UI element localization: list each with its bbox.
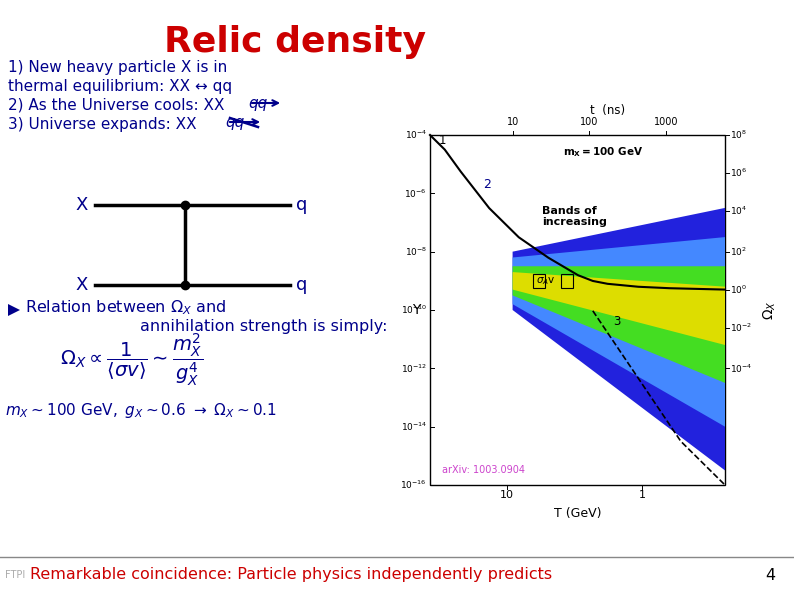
Text: 10: 10 xyxy=(507,117,518,127)
Text: qq: qq xyxy=(248,96,268,111)
Text: $\mathbf{m_X = 100\ GeV}$: $\mathbf{m_X = 100\ GeV}$ xyxy=(563,146,643,159)
Text: arXiv: 1003.0904: arXiv: 1003.0904 xyxy=(441,465,525,475)
Text: 3) Universe expands: XX: 3) Universe expands: XX xyxy=(8,117,197,132)
Text: 1000: 1000 xyxy=(653,117,678,127)
Text: $10^{0}$: $10^{0}$ xyxy=(730,283,747,296)
Text: annihilation strength is simply:: annihilation strength is simply: xyxy=(140,320,387,334)
Text: $10^{6}$: $10^{6}$ xyxy=(730,167,747,179)
Text: $10^{8}$: $10^{8}$ xyxy=(730,129,747,141)
Text: $10^{-14}$: $10^{-14}$ xyxy=(400,421,427,433)
Text: thermal equilibrium: XX ↔ qq: thermal equilibrium: XX ↔ qq xyxy=(8,79,232,94)
Bar xyxy=(534,274,545,288)
Text: 3: 3 xyxy=(613,315,620,328)
Text: 4: 4 xyxy=(765,568,775,583)
Text: X: X xyxy=(75,276,88,294)
Polygon shape xyxy=(513,272,725,345)
Text: qq: qq xyxy=(225,115,245,130)
Text: q: q xyxy=(296,276,307,294)
Text: $\Omega_X \propto \dfrac{1}{\langle\sigma v\rangle} \sim \dfrac{m_X^2}{g_X^4}$: $\Omega_X \propto \dfrac{1}{\langle\sigm… xyxy=(60,332,203,389)
Text: 1: 1 xyxy=(439,134,446,147)
Polygon shape xyxy=(513,208,725,471)
Bar xyxy=(561,274,573,288)
Text: 2: 2 xyxy=(483,177,491,190)
Text: T (GeV): T (GeV) xyxy=(553,507,601,520)
Polygon shape xyxy=(513,237,725,427)
Text: $10^{-16}$: $10^{-16}$ xyxy=(400,479,427,491)
Text: $10^{-4}$: $10^{-4}$ xyxy=(730,362,753,374)
Text: 10: 10 xyxy=(499,490,514,500)
Text: 2) As the Universe cools: XX: 2) As the Universe cools: XX xyxy=(8,98,225,113)
Text: X: X xyxy=(75,196,88,214)
Text: $10^{-10}$: $10^{-10}$ xyxy=(400,304,427,316)
Text: $m_X{\sim}100\ \mathrm{GeV},\ g_X{\sim}0.6\ \rightarrow\ \Omega_X \sim 0.1$: $m_X{\sim}100\ \mathrm{GeV},\ g_X{\sim}0… xyxy=(5,400,277,419)
Text: t  (ns): t (ns) xyxy=(590,104,625,117)
Text: Bands of
increasing: Bands of increasing xyxy=(542,206,607,227)
Text: Relation between $\Omega_X$ and: Relation between $\Omega_X$ and xyxy=(25,299,226,317)
Text: $\sigma_A$v: $\sigma_A$v xyxy=(536,275,556,287)
Text: 100: 100 xyxy=(580,117,599,127)
Text: $10^{-2}$: $10^{-2}$ xyxy=(730,321,752,334)
Text: $\Omega_X$: $\Omega_X$ xyxy=(761,300,778,320)
Text: $10^{-12}$: $10^{-12}$ xyxy=(401,362,427,374)
Text: $10^{-6}$: $10^{-6}$ xyxy=(404,187,427,199)
Text: $10^{-8}$: $10^{-8}$ xyxy=(405,246,427,258)
Text: $10^{-4}$: $10^{-4}$ xyxy=(404,129,427,141)
Text: $10^{2}$: $10^{2}$ xyxy=(730,246,747,258)
Text: Relic density: Relic density xyxy=(164,25,426,59)
Text: q: q xyxy=(296,196,307,214)
Text: $10^{4}$: $10^{4}$ xyxy=(730,205,747,217)
Bar xyxy=(430,135,725,485)
Text: FTPI: FTPI xyxy=(5,570,25,580)
Text: 1: 1 xyxy=(639,490,646,500)
Text: Remarkable coincidence: Particle physics independently predicts: Remarkable coincidence: Particle physics… xyxy=(30,568,552,583)
Polygon shape xyxy=(513,266,725,383)
Text: 1) New heavy particle X is in: 1) New heavy particle X is in xyxy=(8,60,227,75)
Polygon shape xyxy=(8,304,20,316)
Text: Y: Y xyxy=(411,303,420,317)
